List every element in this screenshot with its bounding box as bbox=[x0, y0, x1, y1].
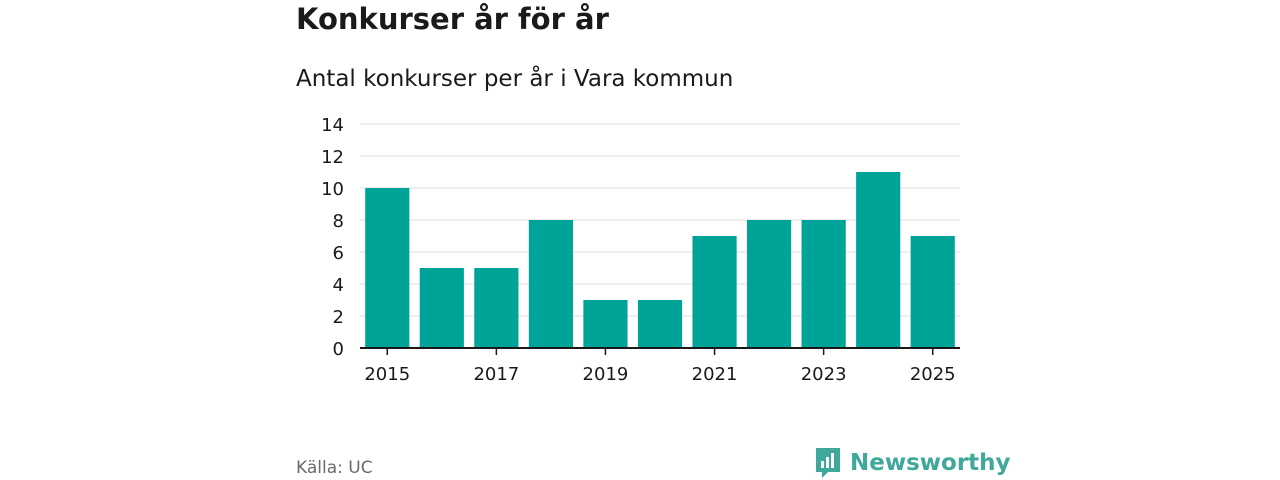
x-tick-label: 2017 bbox=[473, 364, 519, 385]
brand-name: Newsworthy bbox=[850, 450, 1011, 476]
bar-2018 bbox=[528, 220, 573, 348]
y-tick-label: 12 bbox=[321, 147, 344, 168]
bar-2019 bbox=[583, 300, 628, 348]
chart-subtitle: Antal konkurser per år i Vara kommun bbox=[296, 66, 734, 92]
y-tick-label: 2 bbox=[333, 307, 344, 328]
y-tick-label: 10 bbox=[321, 179, 344, 200]
y-tick-label: 4 bbox=[333, 275, 344, 296]
newsworthy-logo-icon bbox=[816, 448, 840, 478]
y-tick-label: 6 bbox=[333, 243, 344, 264]
bar-2024 bbox=[856, 172, 901, 348]
bar-2017 bbox=[474, 268, 519, 348]
brand-logo: Newsworthy bbox=[814, 446, 1011, 480]
bar-2020 bbox=[637, 300, 683, 348]
y-tick-label: 8 bbox=[333, 211, 344, 232]
x-tick-label: 2021 bbox=[692, 364, 738, 385]
y-tick-labels: 0 2 4 6 8 10 12 14 bbox=[321, 115, 344, 360]
x-tick-label: 2023 bbox=[801, 364, 847, 385]
bar-2025 bbox=[910, 236, 955, 348]
y-tick-label: 0 bbox=[333, 339, 344, 360]
chart-title: Konkurser år för år bbox=[296, 2, 609, 36]
bar-2016 bbox=[419, 268, 464, 348]
source-text: Källa: UC bbox=[296, 458, 373, 478]
bars bbox=[365, 172, 955, 348]
x-tick-label: 2015 bbox=[364, 364, 410, 385]
x-tick-label: 2019 bbox=[583, 364, 629, 385]
bar-2021 bbox=[692, 236, 737, 348]
bar-2015 bbox=[365, 188, 410, 348]
bar-2023 bbox=[801, 220, 846, 348]
bar-chart: 0 2 4 6 8 10 12 14 2015 2017 2019 2021 2023 2025 bbox=[321, 115, 960, 385]
x-tick-labels: 2015 2017 2019 2021 2023 2025 bbox=[364, 348, 956, 385]
bar-2022 bbox=[747, 220, 792, 348]
y-tick-label: 14 bbox=[321, 115, 344, 136]
x-tick-label: 2025 bbox=[910, 364, 956, 385]
